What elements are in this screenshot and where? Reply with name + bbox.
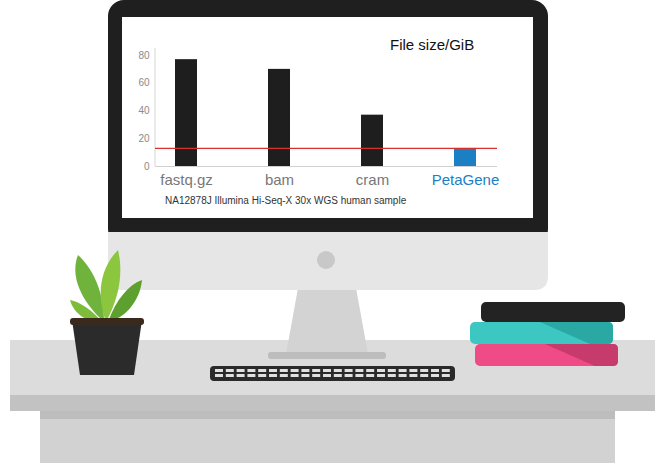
- svg-text:cram: cram: [356, 171, 389, 188]
- svg-text:60: 60: [138, 77, 150, 88]
- svg-text:40: 40: [138, 105, 150, 116]
- svg-text:80: 80: [138, 50, 150, 61]
- svg-text:bam: bam: [265, 171, 294, 188]
- svg-text:fastq.gz: fastq.gz: [160, 171, 213, 188]
- svg-text:0: 0: [144, 161, 150, 172]
- html-text:File size/GiB: File size/GiB: [390, 36, 475, 53]
- html-text:NA12878J Illumina Hi-Seq-X 30x: NA12878J Illumina Hi-Seq-X 30x WGS human…: [165, 195, 407, 206]
- svg-text:PetaGene: PetaGene: [432, 171, 500, 188]
- svg-text:20: 20: [138, 133, 150, 144]
